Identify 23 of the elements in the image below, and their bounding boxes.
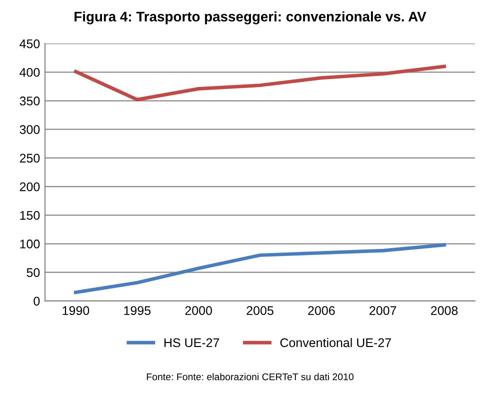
x-tick-label: 2008 bbox=[431, 306, 458, 316]
chart-title: Figura 4: Trasporto passeggeri: convenzionale vs. AV bbox=[74, 11, 426, 24]
legend-label: Conventional UE-27 bbox=[280, 338, 391, 348]
y-tick-label: 150 bbox=[20, 210, 40, 220]
y-tick-label: 250 bbox=[20, 154, 40, 163]
line-series bbox=[74, 243, 446, 294]
legend-label: HS UE-27 bbox=[164, 338, 220, 348]
source-note: Fonte: Fonte: elaborazioni CERTeT su dati 2010 bbox=[146, 373, 354, 380]
x-tick-label: 1990 bbox=[62, 306, 90, 316]
y-tick-label: 300 bbox=[20, 125, 40, 134]
y-tick-label: 450 bbox=[20, 39, 40, 48]
y-tick-label: 350 bbox=[20, 96, 40, 106]
line-series bbox=[74, 64, 446, 102]
x-tick-label: 2006 bbox=[308, 306, 335, 316]
x-tick-label: 2005 bbox=[246, 306, 274, 316]
y-tick-label: 200 bbox=[20, 182, 40, 192]
x-tick-label: 1995 bbox=[124, 306, 151, 316]
y-tick-label: 50 bbox=[26, 268, 40, 278]
x-tick-label: 2007 bbox=[370, 306, 396, 316]
y-tick-label: 400 bbox=[20, 68, 40, 77]
y-tick-label: 0 bbox=[34, 296, 40, 306]
x-tick-label: 2000 bbox=[185, 306, 212, 316]
y-tick-label: 100 bbox=[20, 240, 40, 248]
